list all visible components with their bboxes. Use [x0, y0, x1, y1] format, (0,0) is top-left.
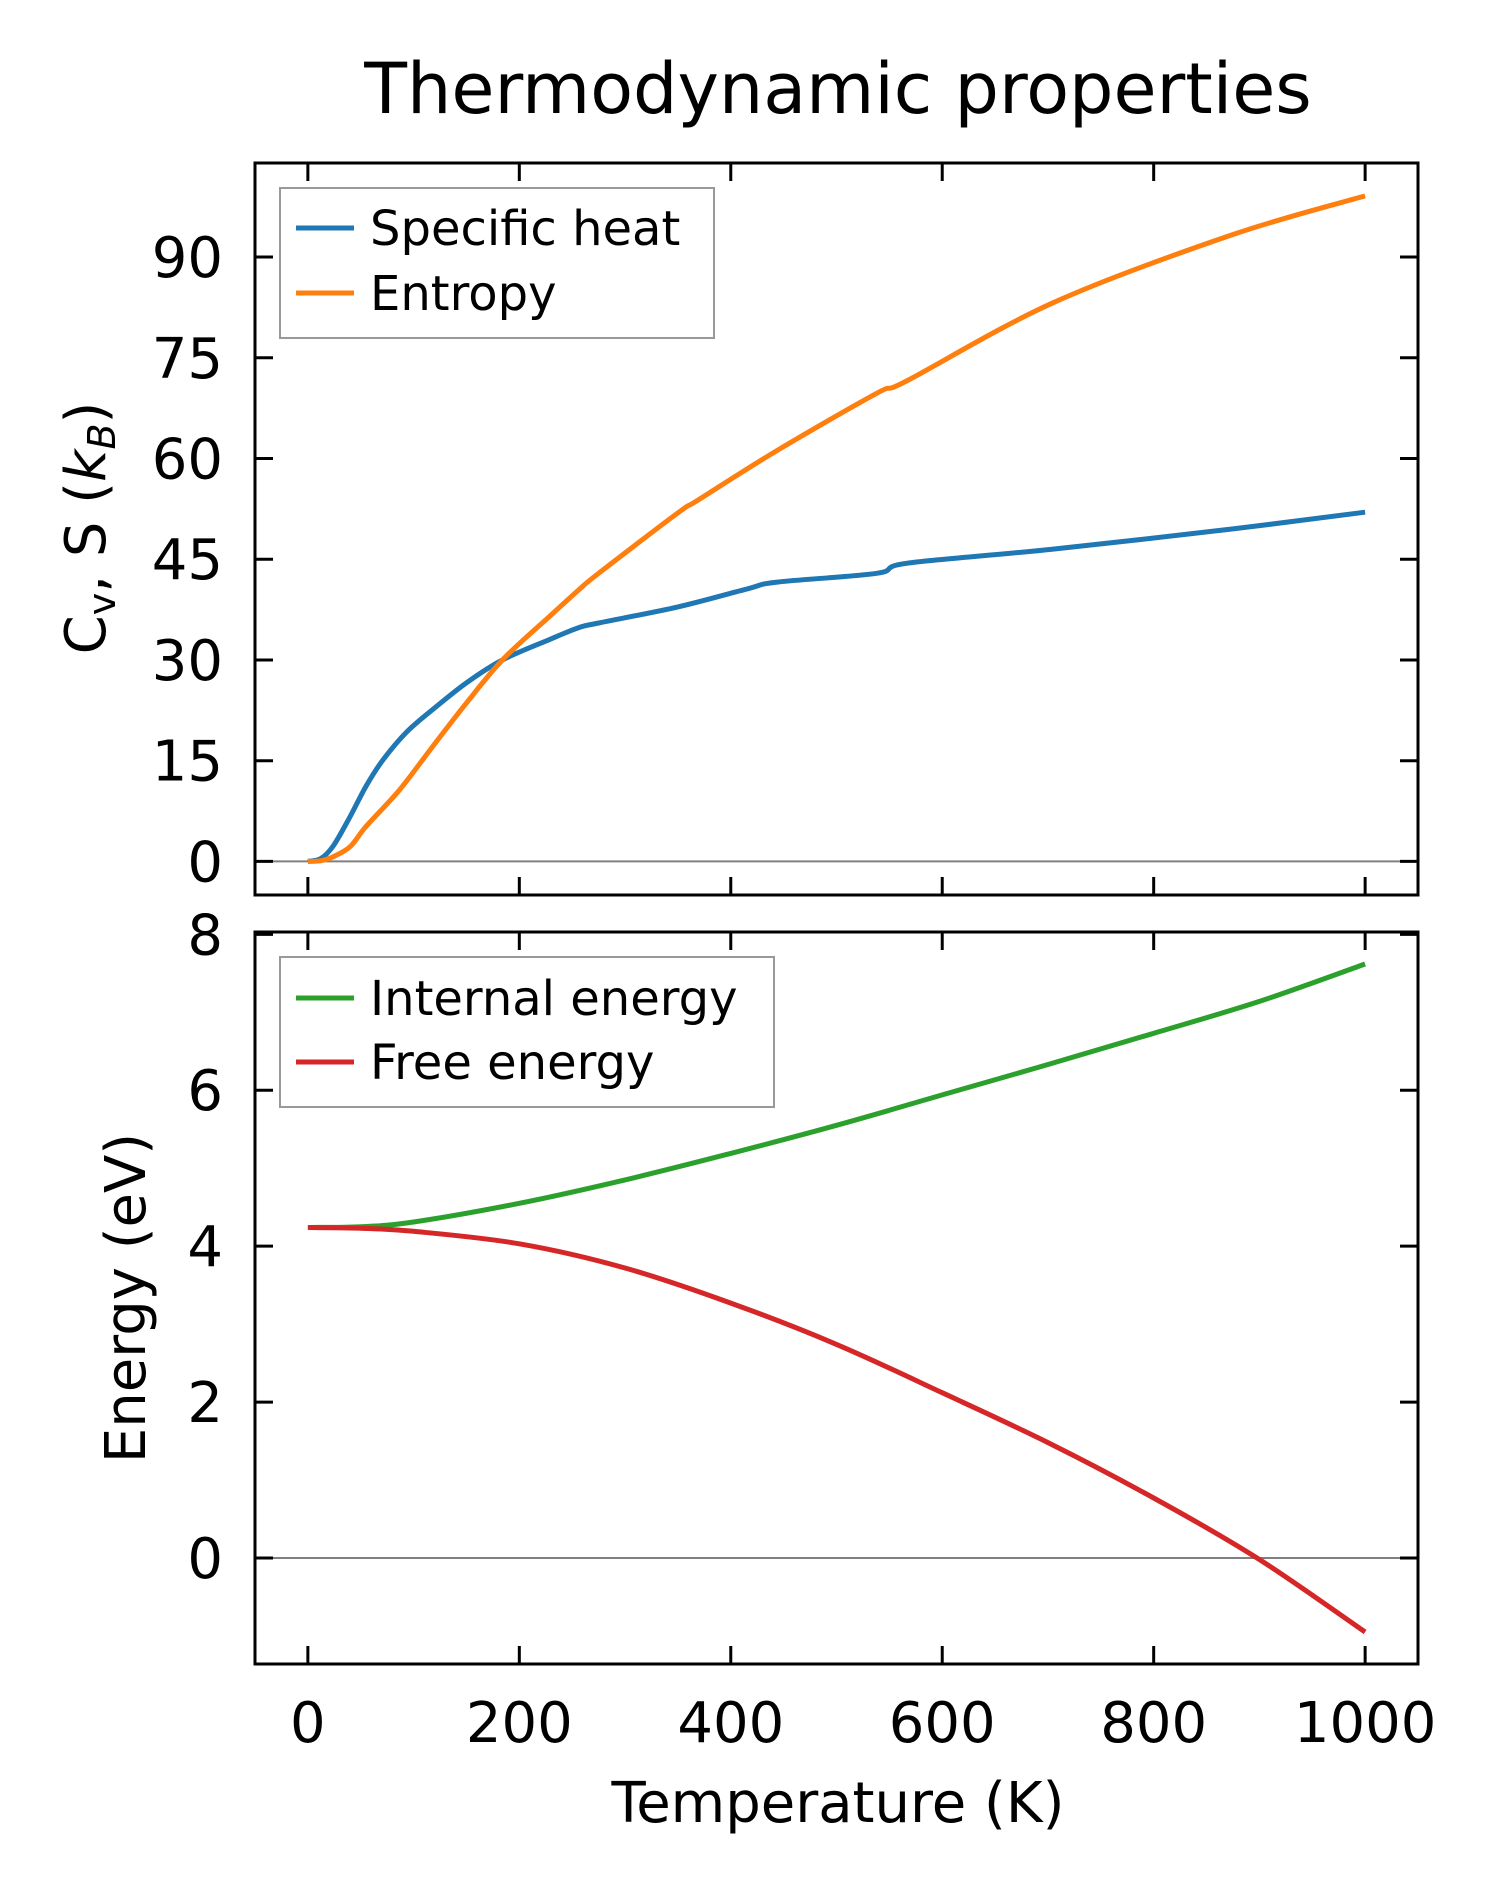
- y-tick-label: 30: [152, 629, 223, 694]
- axes-frame: [253, 930, 1420, 1666]
- x-axis-label: Temperature (K): [611, 1771, 1065, 1836]
- axes-frame: [253, 161, 1420, 897]
- x-tick-label: 800: [1100, 1691, 1207, 1756]
- y-tick-label: 75: [152, 327, 223, 392]
- y-tick-label: 6: [187, 1059, 223, 1124]
- ylabel-mid: , S (: [54, 482, 119, 593]
- y-tick-label: 60: [152, 427, 223, 492]
- top-panel-cv-entropy: 0 15 30 45 60 75 90 Specific heat Entropy: [152, 161, 1420, 897]
- y-tick-label: 0: [187, 1527, 223, 1592]
- bottom-panel-energy: 0 200 400 600 800 1000 0 2 4 6 8 Internal energy Fre…: [187, 903, 1436, 1756]
- ylabel-sub-b: B: [80, 423, 124, 449]
- bottom-y-axis-label: Energy (eV): [94, 1133, 159, 1463]
- y-tick-label: 45: [152, 528, 223, 593]
- top-y-axis-label: Cv, S (kB): [54, 402, 124, 655]
- ylabel-c: C: [54, 615, 119, 654]
- series-line-internal-energy: [307, 961, 1366, 1230]
- y-tick-label: 8: [187, 903, 223, 968]
- legend-label: Specific heat: [370, 201, 680, 257]
- y-tick-label: 15: [152, 730, 223, 795]
- x-tick-label: 1000: [1294, 1691, 1437, 1756]
- y-tick-label: 90: [152, 226, 223, 291]
- series-line-specific-heat: [307, 509, 1366, 864]
- x-tick-label: 200: [466, 1691, 573, 1756]
- legend-label: Free energy: [370, 1035, 654, 1091]
- legend-box: [279, 956, 775, 1108]
- legend-label: Entropy: [370, 266, 557, 322]
- x-tick-label: 400: [677, 1691, 784, 1756]
- ylabel-k: k: [54, 447, 119, 482]
- x-tick-label: 0: [290, 1691, 326, 1756]
- y-tick-label: 0: [187, 830, 223, 895]
- legend: Specific heat Entropy: [279, 187, 715, 339]
- x-tick-label: 600: [889, 1691, 996, 1756]
- y-tick-label: 2: [187, 1371, 223, 1436]
- chart-title: Thermodynamic properties: [363, 48, 1311, 130]
- y-tick-label: 4: [187, 1215, 223, 1280]
- series-line-free-energy: [307, 1225, 1367, 1635]
- ylabel-end: ): [54, 402, 119, 424]
- series-line-entropy: [307, 193, 1366, 864]
- legend-box: [279, 187, 715, 339]
- legend: Internal energy Free energy: [279, 956, 775, 1108]
- legend-label: Internal energy: [370, 971, 738, 1027]
- ylabel-sub-v: v: [80, 593, 124, 616]
